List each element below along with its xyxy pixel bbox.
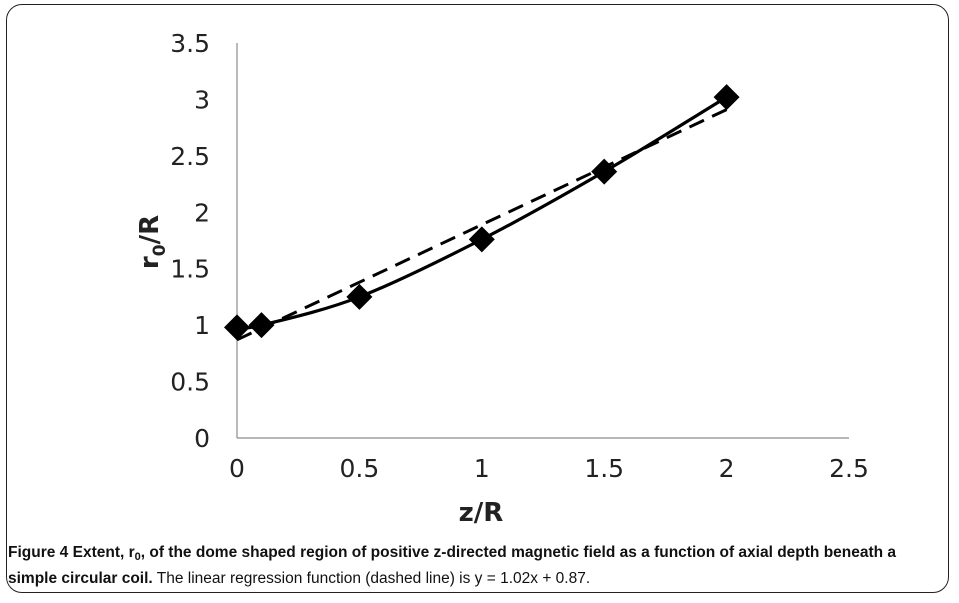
y-tick-label: 2.5: [170, 142, 210, 171]
y-tick-label: 1: [194, 311, 210, 340]
caption-bold-subscript: 0: [134, 551, 141, 563]
caption-bold-part-1: Extent, r: [72, 544, 135, 561]
data-point-marker: [346, 283, 373, 310]
figure-frame: [6, 4, 949, 593]
data-point-marker: [468, 226, 495, 253]
x-tick-label: 1.5: [584, 454, 624, 483]
data-point-marker: [248, 312, 275, 339]
data-point-marker: [713, 84, 740, 111]
chart-axes: [236, 43, 849, 439]
y-tick-label: 3: [194, 85, 210, 114]
x-tick-label: 2.5: [829, 454, 869, 483]
data-point-marker: [224, 314, 250, 341]
data-point-marker: [591, 158, 618, 185]
x-tick-label: 2: [719, 454, 735, 483]
series-layer: [224, 84, 740, 342]
y-axis-title-main: r: [135, 256, 165, 269]
caption-bold-text: Extent, r0, of the dome shaped region of…: [8, 544, 896, 587]
y-tick-label: 3.5: [170, 29, 210, 58]
y-tick-label: 0.5: [170, 368, 210, 397]
caption-bold-part-2: , of the dome shaped region of positive …: [8, 544, 897, 587]
y-tick-label: 1.5: [170, 255, 210, 284]
y-axis-title-tail: /R: [135, 215, 165, 245]
y-axis-title-sub: 0: [150, 244, 170, 256]
x-tick-label: 1: [474, 454, 490, 483]
caption-normal-text: The linear regression function (dashed l…: [156, 570, 591, 587]
x-tick-label: 0: [229, 454, 245, 483]
y-tick-label: 2: [194, 198, 210, 227]
x-tick-label: 0.5: [340, 454, 380, 483]
caption-figure-label: Figure 4: [8, 544, 69, 561]
figure-caption: Figure 4 Extent, r0, of the dome shaped …: [8, 542, 948, 590]
y-axis-title: r0/R: [135, 215, 170, 269]
y-axis-ticks: 0 0.5 1 1.5 2 2.5 3 3.5: [170, 29, 210, 453]
x-axis-ticks: 0 0.5 1 1.5 2 2.5: [229, 454, 869, 483]
x-axis-title: z/R: [459, 498, 504, 528]
y-tick-label: 0: [194, 424, 210, 453]
data-line: [236, 95, 728, 330]
